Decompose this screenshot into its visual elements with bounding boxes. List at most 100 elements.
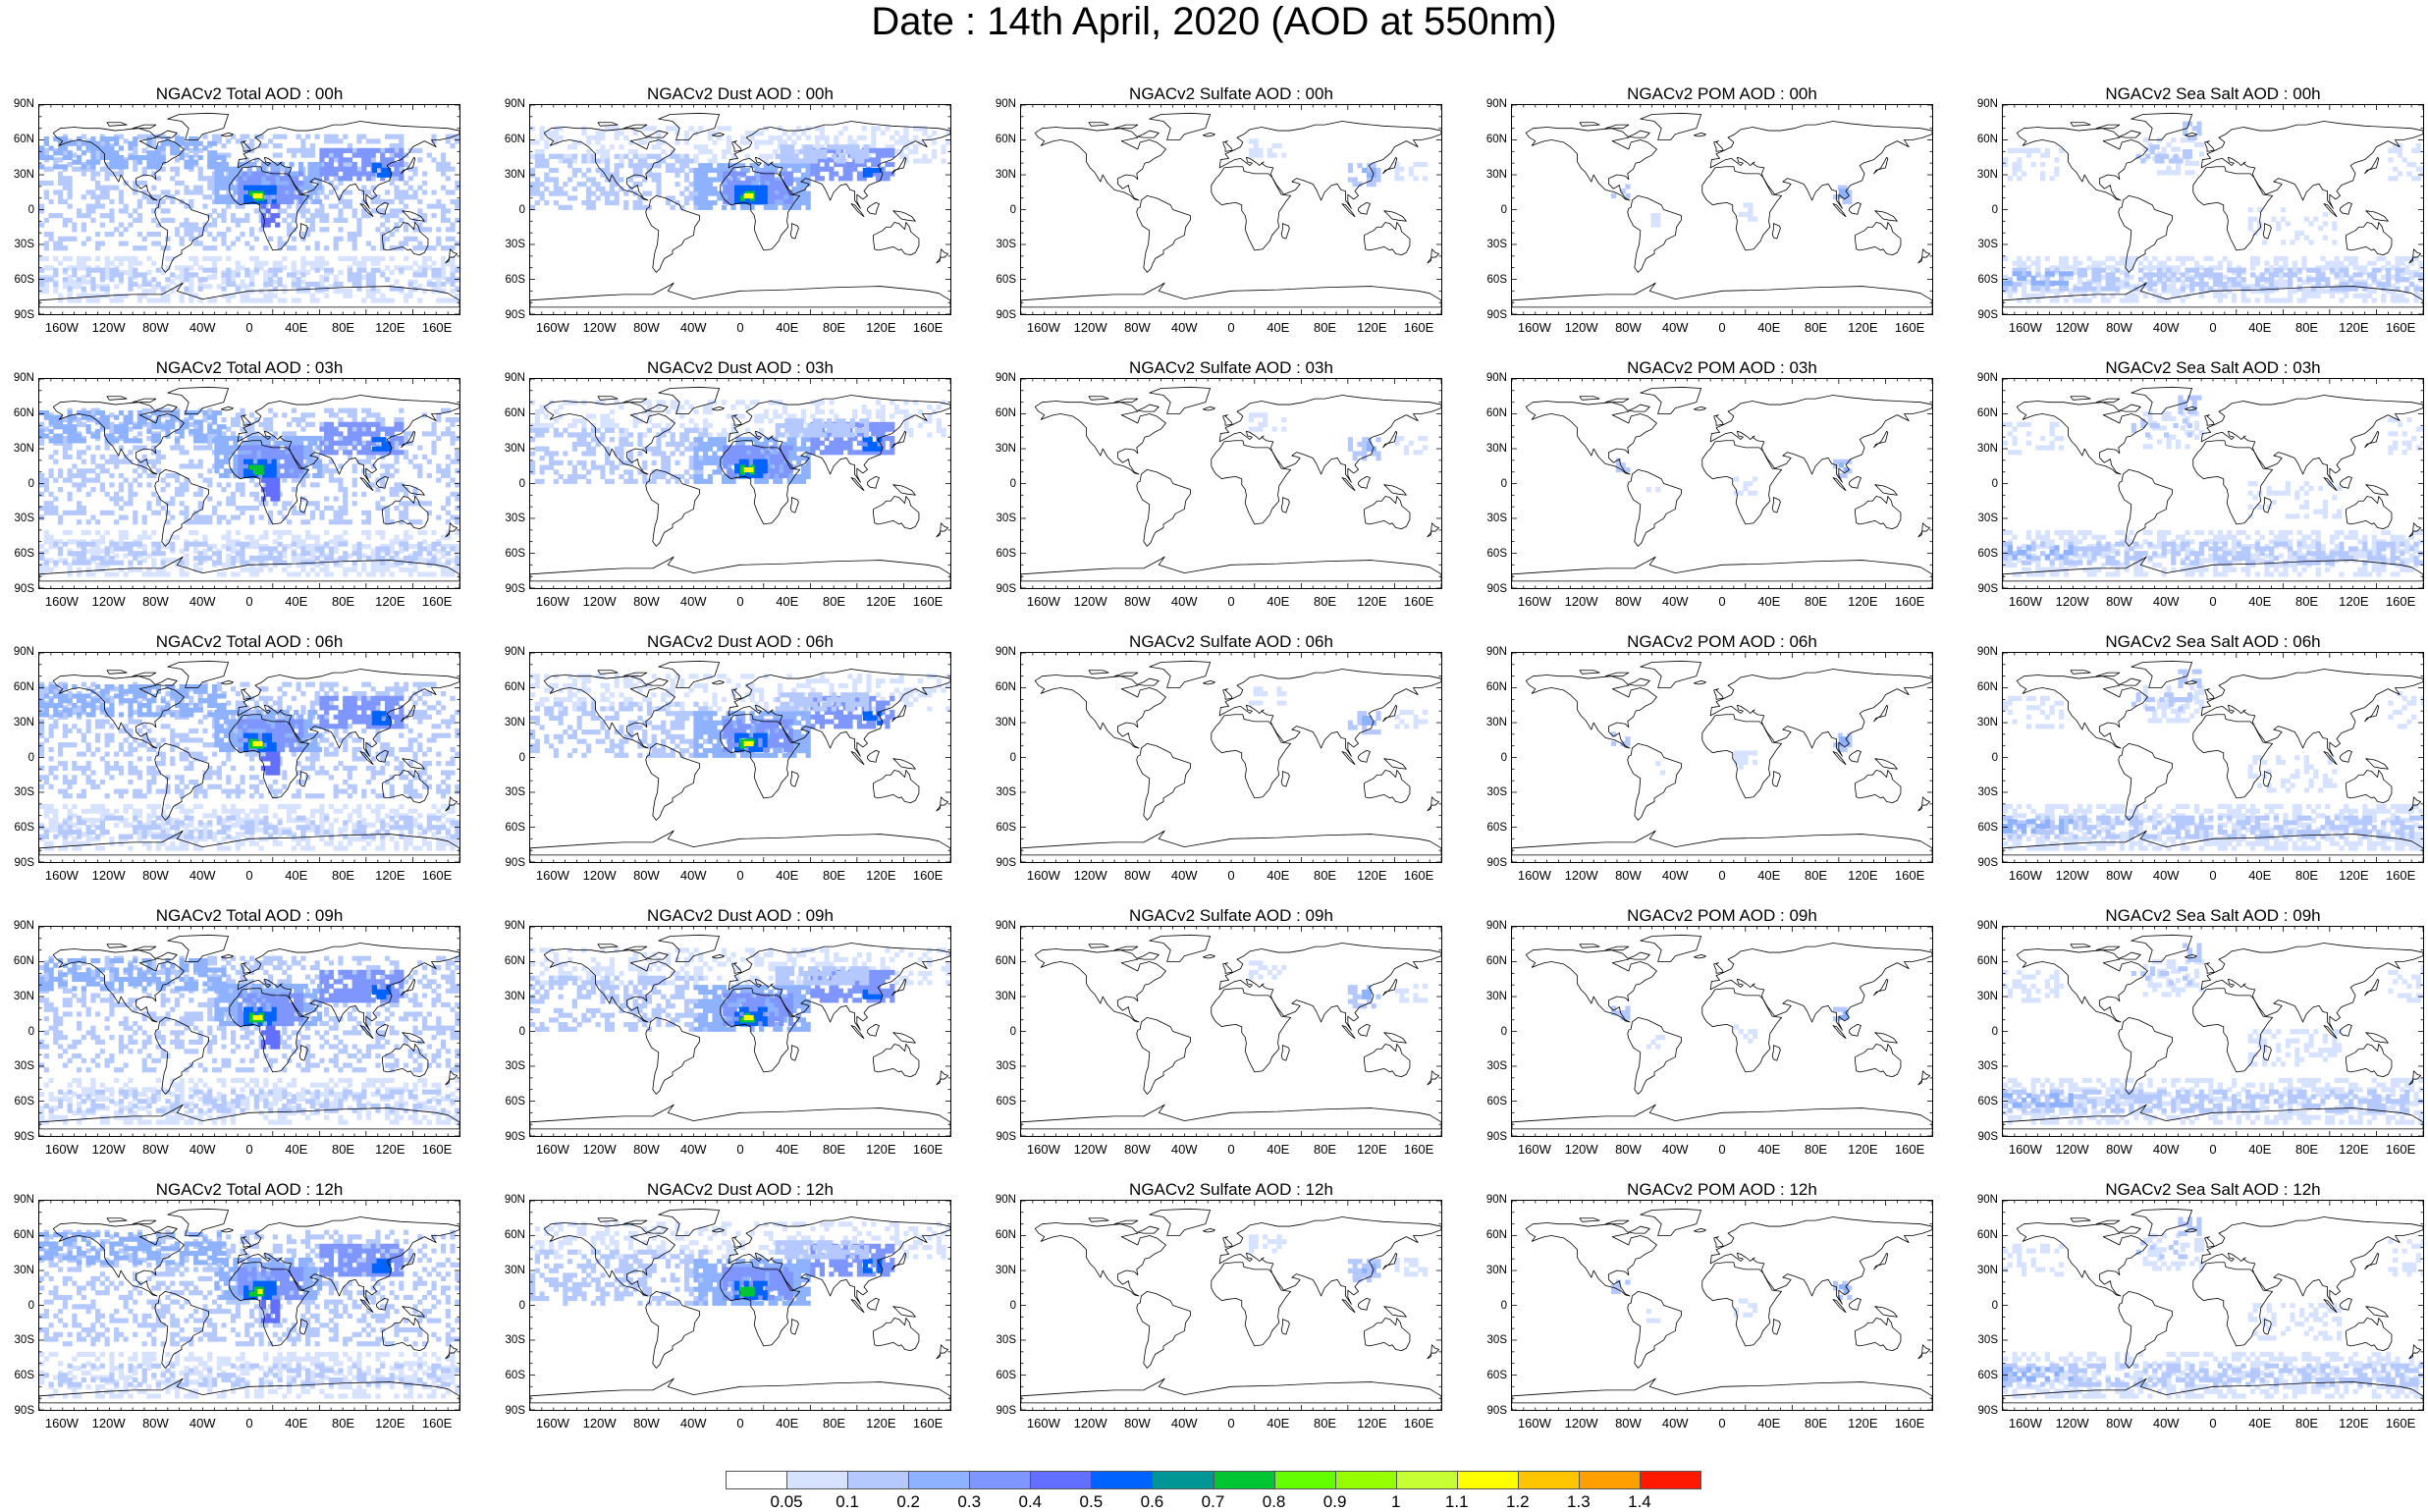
aod-cell: [1271, 152, 1277, 158]
aod-cell: [277, 281, 283, 288]
aod-cell: [351, 152, 357, 158]
aod-cell: [43, 265, 49, 271]
aod-cell: [128, 270, 134, 276]
aod-cell: [151, 231, 157, 238]
aod-cell: [712, 131, 718, 136]
aod-cell: [62, 477, 68, 483]
aod-cell: [693, 199, 699, 206]
aod-cell: [798, 158, 804, 164]
aod-cell: [2059, 271, 2065, 277]
aod-cell: [2166, 255, 2172, 262]
aod-cell: [328, 147, 334, 153]
aod-cell: [99, 213, 105, 219]
lon-label: 40W: [2153, 321, 2180, 335]
aod-cell: [440, 208, 447, 214]
aod-cell: [1394, 171, 1400, 177]
aod-cell: [759, 131, 765, 136]
aod-cell: [455, 267, 459, 273]
aod-cell: [192, 260, 199, 266]
aod-cell: [386, 167, 392, 174]
aod-cell: [2186, 135, 2192, 140]
aod-cell: [146, 421, 152, 427]
aod-cell: [53, 510, 59, 515]
aod-cell: [324, 213, 330, 219]
aod-cell: [637, 199, 643, 206]
aod-cell: [829, 171, 835, 177]
aod-cell: [165, 194, 171, 200]
aod-cell: [202, 284, 208, 290]
aod-cell: [95, 171, 101, 177]
lat-label: 90S: [7, 309, 34, 321]
aod-cell: [314, 213, 320, 219]
aod-cell: [256, 166, 262, 172]
aod-cell: [595, 148, 601, 155]
aod-cell: [2400, 255, 2405, 262]
aod-cell: [721, 163, 728, 169]
aod-cell: [104, 176, 110, 182]
aod-cell: [721, 167, 728, 174]
lon-label: 120W: [92, 321, 126, 335]
aod-cell: [2288, 293, 2293, 298]
aod-cell: [1832, 194, 1839, 200]
aod-cell: [544, 158, 550, 164]
aod-cell: [632, 199, 638, 206]
aod-cell: [133, 185, 138, 190]
aod-cell: [251, 180, 257, 187]
aod-cell: [2390, 293, 2396, 298]
aod-cell: [170, 145, 176, 151]
aod-cell: [2259, 272, 2265, 278]
aod-cell: [184, 189, 189, 195]
aod-cell: [300, 426, 306, 432]
aod-cell: [95, 231, 101, 238]
aod-cell: [351, 166, 357, 172]
aod-cell: [2298, 230, 2305, 236]
aod-cell: [268, 421, 274, 427]
aod-cell: [211, 222, 218, 228]
aod-cell: [2149, 144, 2155, 150]
aod-cell: [394, 152, 400, 158]
aod-cell: [2250, 272, 2256, 278]
aod-cell: [123, 203, 129, 209]
aod-cell: [375, 147, 381, 153]
aod-cell: [2081, 281, 2087, 288]
aod-cell: [160, 270, 166, 276]
aod-cell: [136, 217, 143, 223]
aod-cell: [104, 161, 110, 168]
aod-cell: [43, 217, 49, 223]
aod-cell: [99, 241, 105, 246]
aod-cell: [2017, 161, 2023, 168]
aod-cell: [58, 198, 64, 205]
aod-cell: [754, 172, 760, 178]
frame-ticks: [1512, 105, 1932, 314]
aod-cell: [114, 459, 120, 464]
aod-cell: [141, 459, 147, 464]
aod-cell: [141, 272, 147, 278]
aod-cell: [235, 286, 241, 292]
landmass-outline: [2070, 122, 2091, 127]
aod-cell: [160, 134, 166, 139]
lat-label: 90N: [989, 98, 1016, 110]
aod-cell: [219, 185, 225, 190]
aod-cell: [2227, 288, 2233, 295]
aod-cell: [324, 260, 330, 266]
aod-cell: [189, 203, 194, 209]
aod-cell: [763, 163, 769, 169]
aod-cell: [2054, 267, 2060, 273]
aod-cell: [324, 496, 330, 502]
aod-cell: [197, 472, 203, 479]
aod-cell: [230, 496, 237, 502]
aod-cell: [741, 180, 747, 187]
aod-cell: [849, 148, 855, 155]
aod-cell: [62, 217, 68, 223]
aod-cell: [300, 519, 306, 525]
aod-cell: [394, 286, 400, 292]
aod-cell: [324, 505, 330, 512]
aod-cell: [197, 459, 203, 464]
lat-label: 90S: [1970, 309, 1998, 321]
aod-cell: [721, 182, 728, 188]
aod-cell: [328, 284, 334, 290]
aod-cell: [619, 144, 624, 150]
aod-cell: [244, 213, 250, 219]
aod-cell: [189, 288, 194, 295]
aod-cell: [412, 166, 418, 172]
